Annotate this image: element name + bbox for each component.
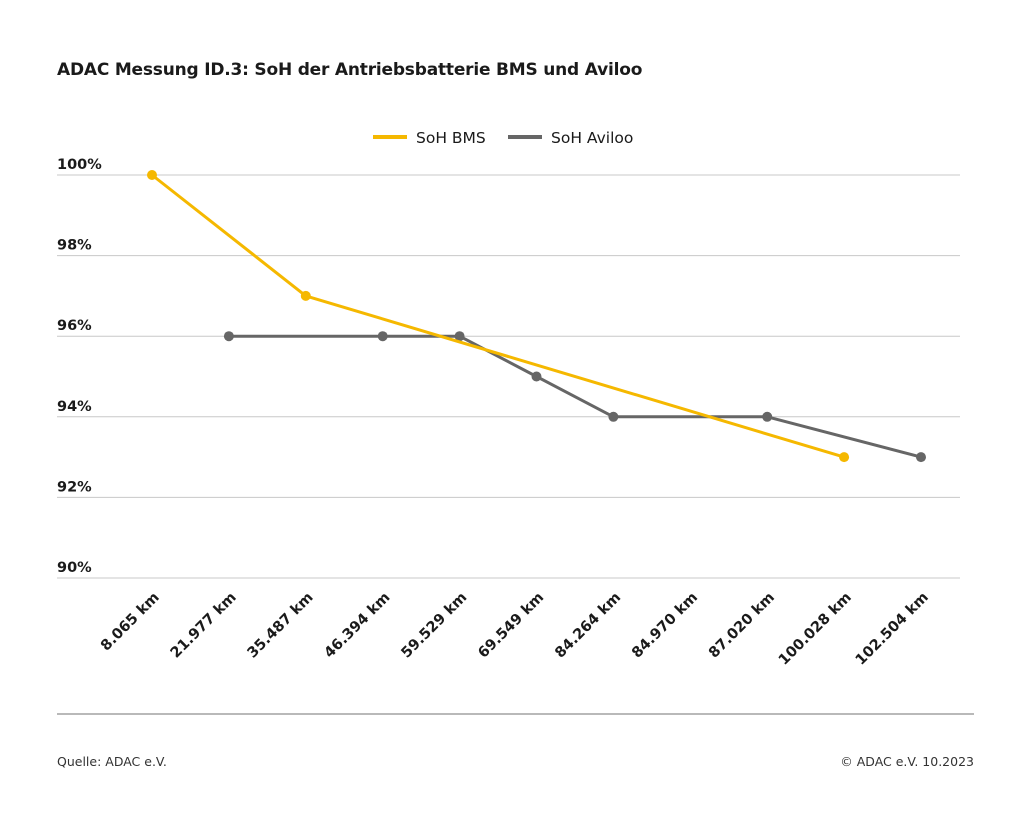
x-tick-label: 84.970 km: [629, 590, 701, 662]
copyright-note: © ADAC e.V. 10.2023: [840, 754, 974, 769]
x-tick-label: 35.487 km: [245, 590, 317, 662]
x-tick-label: 102.504 km: [853, 590, 932, 669]
y-tick-label: 92%: [57, 479, 92, 495]
series-line-soh-bms: [151, 173, 845, 459]
data-point-soh-aviloo: [223, 331, 234, 342]
data-point-soh-bms: [300, 290, 311, 301]
x-tick-label: 87.020 km: [706, 590, 778, 662]
x-tick-label: 21.977 km: [168, 590, 240, 662]
data-point-soh-aviloo: [531, 371, 542, 382]
x-tick-label: 59.529 km: [398, 590, 470, 662]
footer-divider: [57, 713, 974, 715]
y-tick-label: 90%: [57, 560, 92, 576]
y-tick-label: 96%: [57, 318, 92, 334]
y-tick-label: 98%: [57, 238, 92, 254]
y-axis-tick-labels: 90% 92% 94% 96% 98% 100%: [57, 157, 102, 576]
x-tick-label: 46.394 km: [322, 590, 394, 662]
data-point-soh-bms: [147, 170, 157, 180]
y-tick-label: 100%: [57, 157, 102, 173]
series-line-soh-aviloo: [228, 334, 922, 459]
legend: SoH BMS SoH Aviloo: [373, 129, 633, 147]
grid-lines: [57, 174, 960, 579]
data-point-soh-aviloo: [762, 411, 773, 422]
x-axis-tick-labels: 8.065 km 21.977 km 35.487 km 46.394 km 59.52…: [98, 590, 932, 669]
x-tick-label: 8.065 km: [98, 590, 163, 655]
source-note: Quelle: ADAC e.V.: [57, 754, 167, 769]
series-lines: [147, 170, 926, 463]
x-tick-label: 84.264 km: [552, 590, 624, 662]
data-point-soh-aviloo: [377, 331, 388, 342]
x-tick-label: 69.549 km: [475, 590, 547, 662]
data-point-soh-aviloo: [916, 452, 926, 463]
legend-label-soh-bms: SoH BMS: [416, 129, 486, 147]
x-tick-label: 100.028 km: [776, 590, 855, 669]
data-point-soh-aviloo: [608, 411, 619, 422]
data-point-soh-bms: [839, 452, 850, 463]
legend-label-soh-aviloo: SoH Aviloo: [551, 129, 633, 147]
y-tick-label: 94%: [57, 399, 92, 415]
chart-title: ADAC Messung ID.3: SoH der Antriebsbatte…: [57, 60, 643, 80]
data-point-soh-aviloo: [454, 331, 465, 342]
